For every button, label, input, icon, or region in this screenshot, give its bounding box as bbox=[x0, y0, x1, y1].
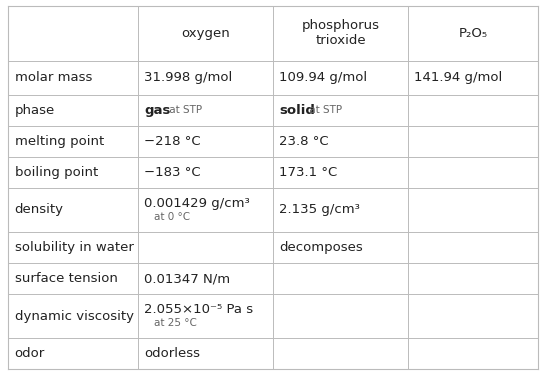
Text: 0.001429 g/cm³: 0.001429 g/cm³ bbox=[144, 197, 250, 210]
Text: at 25 °C: at 25 °C bbox=[154, 318, 197, 328]
Text: surface tension: surface tension bbox=[15, 272, 117, 285]
Text: −218 °C: −218 °C bbox=[144, 135, 201, 148]
Text: at 0 °C: at 0 °C bbox=[154, 211, 190, 222]
Text: 2.135 g/cm³: 2.135 g/cm³ bbox=[280, 204, 360, 216]
Text: melting point: melting point bbox=[15, 135, 104, 148]
Text: 0.01347 N/m: 0.01347 N/m bbox=[144, 272, 230, 285]
Text: P₂O₅: P₂O₅ bbox=[459, 27, 488, 40]
Text: 141.94 g/mol: 141.94 g/mol bbox=[414, 71, 503, 84]
Text: boiling point: boiling point bbox=[15, 166, 98, 179]
Text: solubility in water: solubility in water bbox=[15, 241, 133, 254]
Text: 31.998 g/mol: 31.998 g/mol bbox=[144, 71, 233, 84]
Text: 109.94 g/mol: 109.94 g/mol bbox=[280, 71, 367, 84]
Text: density: density bbox=[15, 204, 63, 216]
Text: 173.1 °C: 173.1 °C bbox=[280, 166, 337, 179]
Text: 23.8 °C: 23.8 °C bbox=[280, 135, 329, 148]
Text: at STP: at STP bbox=[306, 105, 342, 115]
Text: decomposes: decomposes bbox=[280, 241, 363, 254]
Text: solid: solid bbox=[280, 104, 315, 117]
Text: odor: odor bbox=[15, 347, 45, 360]
Text: oxygen: oxygen bbox=[181, 27, 230, 40]
Text: gas: gas bbox=[144, 104, 171, 117]
Text: odorless: odorless bbox=[144, 347, 200, 360]
Text: phase: phase bbox=[15, 104, 55, 117]
Text: phosphorus
trioxide: phosphorus trioxide bbox=[301, 19, 379, 47]
Text: dynamic viscosity: dynamic viscosity bbox=[15, 310, 134, 323]
Text: −183 °C: −183 °C bbox=[144, 166, 201, 179]
Text: 2.055×10⁻⁵ Pa s: 2.055×10⁻⁵ Pa s bbox=[144, 303, 253, 316]
Text: molar mass: molar mass bbox=[15, 71, 92, 84]
Text: at STP: at STP bbox=[166, 105, 202, 115]
